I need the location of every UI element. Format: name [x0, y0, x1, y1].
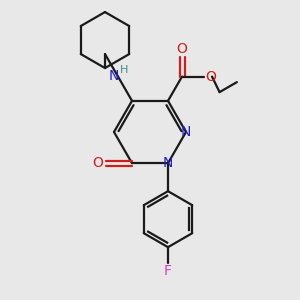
Text: O: O [177, 42, 188, 56]
Text: N: N [109, 69, 119, 82]
Text: F: F [164, 264, 172, 278]
Text: O: O [93, 156, 104, 170]
Text: N: N [181, 125, 191, 139]
Text: N: N [163, 156, 173, 170]
Text: H: H [120, 64, 128, 75]
Text: O: O [206, 70, 216, 84]
